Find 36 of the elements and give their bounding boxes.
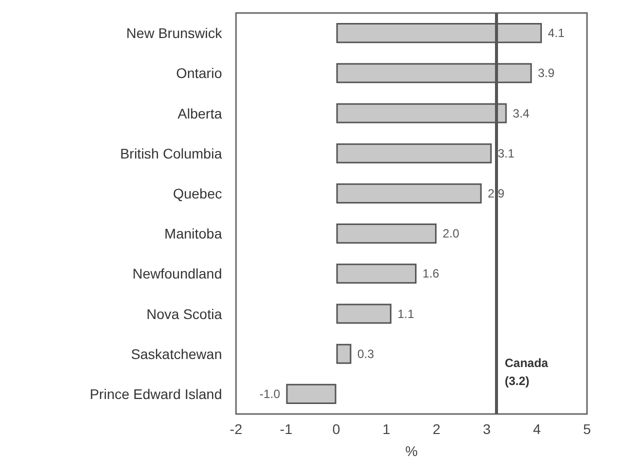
x-axis-title: % — [405, 443, 418, 459]
bar — [336, 224, 437, 244]
bar — [336, 344, 352, 364]
y-tick-label: Ontario — [176, 65, 222, 82]
y-tick-label: New Brunswick — [126, 25, 223, 42]
bar — [336, 304, 392, 324]
x-tick-label: 1 — [382, 421, 391, 437]
bar — [336, 264, 417, 284]
x-tick-label: 0 — [332, 421, 340, 437]
data-label: 0.3 — [357, 346, 374, 361]
y-tick-label: Alberta — [178, 105, 222, 122]
ref-line-label: Canada (3.2) — [504, 356, 548, 388]
data-label: 2.0 — [442, 226, 460, 241]
x-tick-label: -1 — [280, 421, 293, 437]
data-label: 1.1 — [397, 306, 414, 321]
data-label: 3.9 — [538, 66, 555, 80]
x-tick-label: 3 — [482, 421, 491, 437]
data-label: 3.4 — [512, 106, 530, 120]
y-tick-label: Manitoba — [164, 226, 222, 242]
x-tick-label: -2 — [230, 421, 242, 437]
bar — [336, 183, 482, 204]
data-label: 4.1 — [548, 26, 565, 40]
y-tick-label: Quebec — [172, 185, 222, 202]
bar — [336, 143, 492, 164]
y-tick-label: Newfoundland — [132, 266, 222, 282]
y-tick-label: Saskatchewan — [130, 346, 222, 362]
x-tick-label: 5 — [583, 421, 592, 437]
y-tick-label: Prince Edward Island — [90, 386, 222, 402]
x-tick-label: 4 — [532, 421, 541, 437]
x-tick-label: 2 — [432, 421, 441, 437]
data-label: -1.0 — [259, 386, 280, 401]
y-tick-label: Nova Scotia — [146, 306, 222, 322]
data-label: 3.1 — [498, 146, 515, 160]
y-tick-label: British Columbia — [120, 145, 222, 162]
bar — [286, 384, 336, 404]
data-label: 1.6 — [422, 266, 440, 281]
